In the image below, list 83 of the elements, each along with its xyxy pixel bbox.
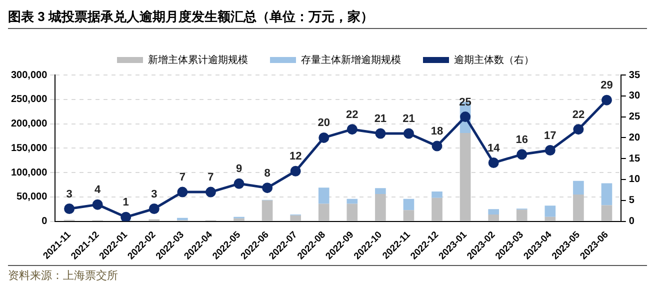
point	[205, 186, 216, 198]
point	[432, 140, 442, 152]
legend-label: 新增主体累计逾期规模	[148, 54, 248, 66]
data-label: 12	[289, 150, 302, 163]
chart-title: 图表 3 城投票据承兑人逾期月度发生额汇总（单位：万元，家）	[8, 8, 647, 29]
bar	[573, 180, 584, 194]
data-label: 22	[346, 108, 358, 121]
point	[573, 124, 584, 135]
data-label: 29	[600, 80, 613, 92]
point	[262, 182, 273, 194]
bar	[460, 133, 471, 221]
data-label: 20	[318, 117, 330, 130]
data-label: 7	[208, 172, 214, 184]
point	[318, 132, 330, 143]
data-label: 17	[544, 130, 556, 142]
data-label: 1	[122, 196, 129, 209]
y-tick-label: 300,000	[10, 70, 48, 81]
data-label: 4	[94, 184, 102, 196]
y2-tick-label: 15	[628, 153, 640, 164]
bar	[318, 188, 330, 204]
bar	[516, 210, 528, 221]
bar	[544, 206, 556, 217]
point	[120, 212, 132, 222]
y2-tick-label: 5	[628, 195, 635, 206]
point	[92, 199, 103, 210]
point	[346, 124, 358, 135]
data-label: 3	[151, 188, 158, 200]
bar	[432, 198, 442, 221]
y2-tick-label: 35	[628, 70, 640, 81]
bar	[177, 218, 188, 220]
data-label: 9	[236, 163, 242, 176]
data-label: 21	[402, 113, 415, 126]
legend-label: 逾期主体数（右）	[454, 54, 534, 66]
bar	[403, 210, 414, 221]
point	[403, 128, 414, 139]
y2-tick-label: 20	[628, 132, 640, 144]
data-label: 18	[430, 126, 444, 138]
bar	[375, 194, 386, 221]
data-label: 21	[374, 113, 387, 126]
y-tick-label: 50,000	[16, 192, 48, 203]
point	[488, 158, 499, 168]
bar	[488, 214, 499, 221]
point	[601, 94, 612, 106]
y-tick-label: 150,000	[10, 142, 48, 154]
bar	[346, 198, 358, 204]
point	[234, 178, 244, 189]
y2-tick-label: 30	[628, 90, 640, 102]
data-label: 3	[66, 188, 72, 200]
bar	[601, 183, 612, 206]
point	[177, 186, 188, 198]
point	[148, 204, 160, 214]
data-label: 8	[264, 167, 270, 180]
legend-label: 存量主体新增逾期规模	[301, 54, 401, 66]
y2-tick-label: 0	[628, 216, 635, 228]
y-tick-label: 200,000	[10, 118, 48, 130]
bar	[318, 204, 330, 221]
bar	[262, 200, 273, 221]
point	[516, 149, 528, 160]
bar	[375, 188, 386, 194]
point	[290, 166, 301, 176]
y2-tick-label: 10	[628, 174, 640, 186]
data-label: 7	[179, 172, 186, 184]
data-label: 25	[459, 96, 472, 108]
point	[64, 204, 75, 214]
y-tick-label: 0	[42, 216, 48, 228]
bar	[601, 205, 612, 221]
text: 资料来源：上海票交所	[8, 268, 647, 283]
data-label: 22	[572, 108, 585, 121]
data-label: 14	[487, 142, 501, 154]
bar	[403, 198, 414, 210]
bar	[488, 209, 499, 214]
point	[375, 128, 386, 139]
bar	[234, 218, 244, 221]
y2-tick-label: 25	[628, 112, 640, 123]
bar	[346, 204, 358, 221]
bar	[432, 192, 442, 198]
bar	[573, 194, 584, 221]
bar	[290, 215, 301, 221]
data-label: 16	[516, 134, 528, 146]
y-tick-label: 100,000	[10, 167, 48, 178]
y-tick-label: 250,000	[10, 94, 48, 106]
bar	[544, 216, 556, 221]
point	[544, 144, 556, 156]
